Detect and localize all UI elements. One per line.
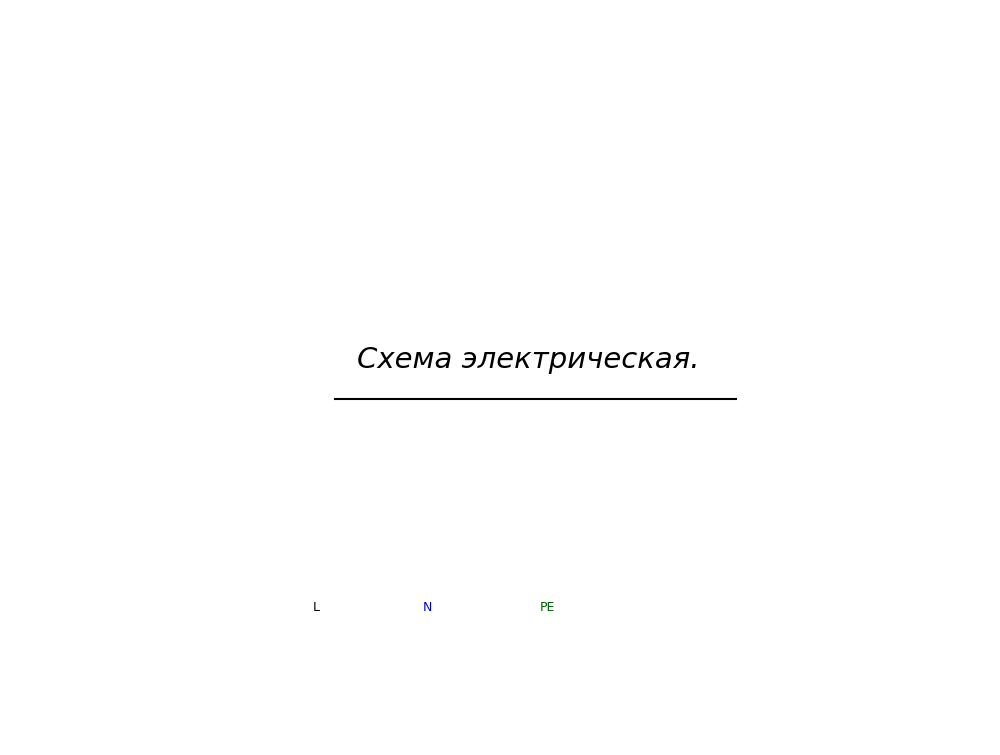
Text: N: N: [423, 601, 432, 615]
Text: PE: PE: [539, 601, 555, 615]
Text: Схема электрическая.: Схема электрическая.: [357, 346, 699, 374]
Text: L: L: [313, 601, 320, 615]
